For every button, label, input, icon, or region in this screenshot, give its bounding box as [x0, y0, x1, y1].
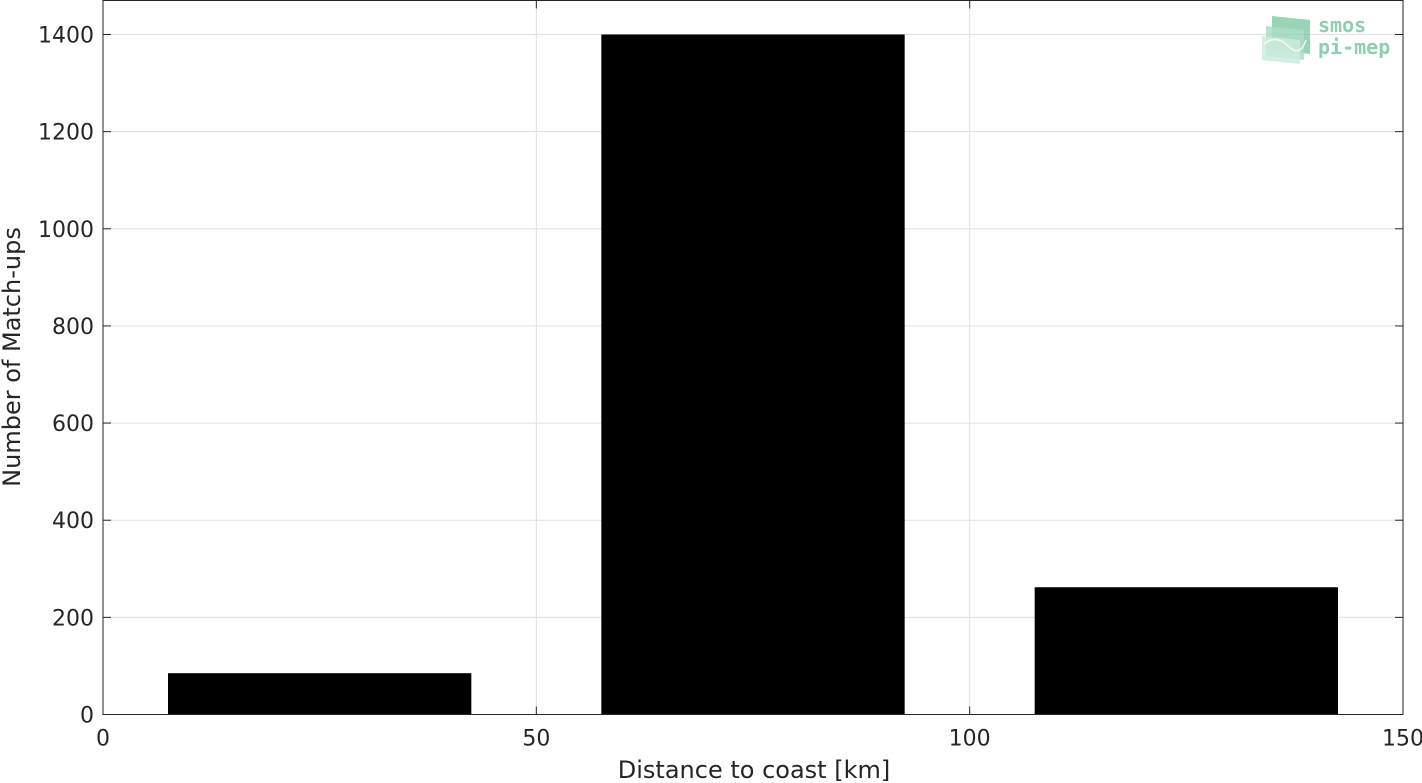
- logo-text-pimep: pi-mep: [1318, 35, 1390, 59]
- tick-marks: [102, 0, 1404, 715]
- bars: [168, 34, 1338, 715]
- y-tick-label: 1000: [38, 218, 94, 243]
- x-tick-label: 100: [949, 727, 991, 752]
- x-axis-title: Distance to coast [km]: [618, 756, 890, 783]
- y-tick-label: 800: [52, 315, 94, 340]
- x-tick-label: 50: [522, 727, 550, 752]
- bar-1: [168, 673, 472, 715]
- bar-2: [601, 34, 905, 715]
- x-tick-label: 0: [96, 727, 110, 752]
- y-tick-label: 200: [52, 606, 94, 631]
- y-tick-label: 600: [52, 412, 94, 437]
- y-tick-label: 0: [80, 704, 94, 729]
- y-tick-labels: 0 200 400 600 800 1000 1200 1400: [38, 24, 94, 729]
- bar-3: [1034, 587, 1338, 715]
- y-tick-label: 1200: [38, 121, 94, 146]
- logo-graphic-icon: [1262, 16, 1310, 64]
- y-tick-label: 400: [52, 509, 94, 534]
- x-tick-label: 150: [1382, 727, 1422, 752]
- y-axis-title: Number of Match-ups: [0, 227, 26, 487]
- plot-area-border: [102, 0, 1404, 715]
- logo-text-smos: smos: [1318, 13, 1366, 37]
- y-tick-label: 1400: [38, 24, 94, 49]
- x-tick-labels: 0 50 100 150: [96, 727, 1422, 752]
- smos-pimep-logo: smos pi-mep: [1262, 13, 1390, 64]
